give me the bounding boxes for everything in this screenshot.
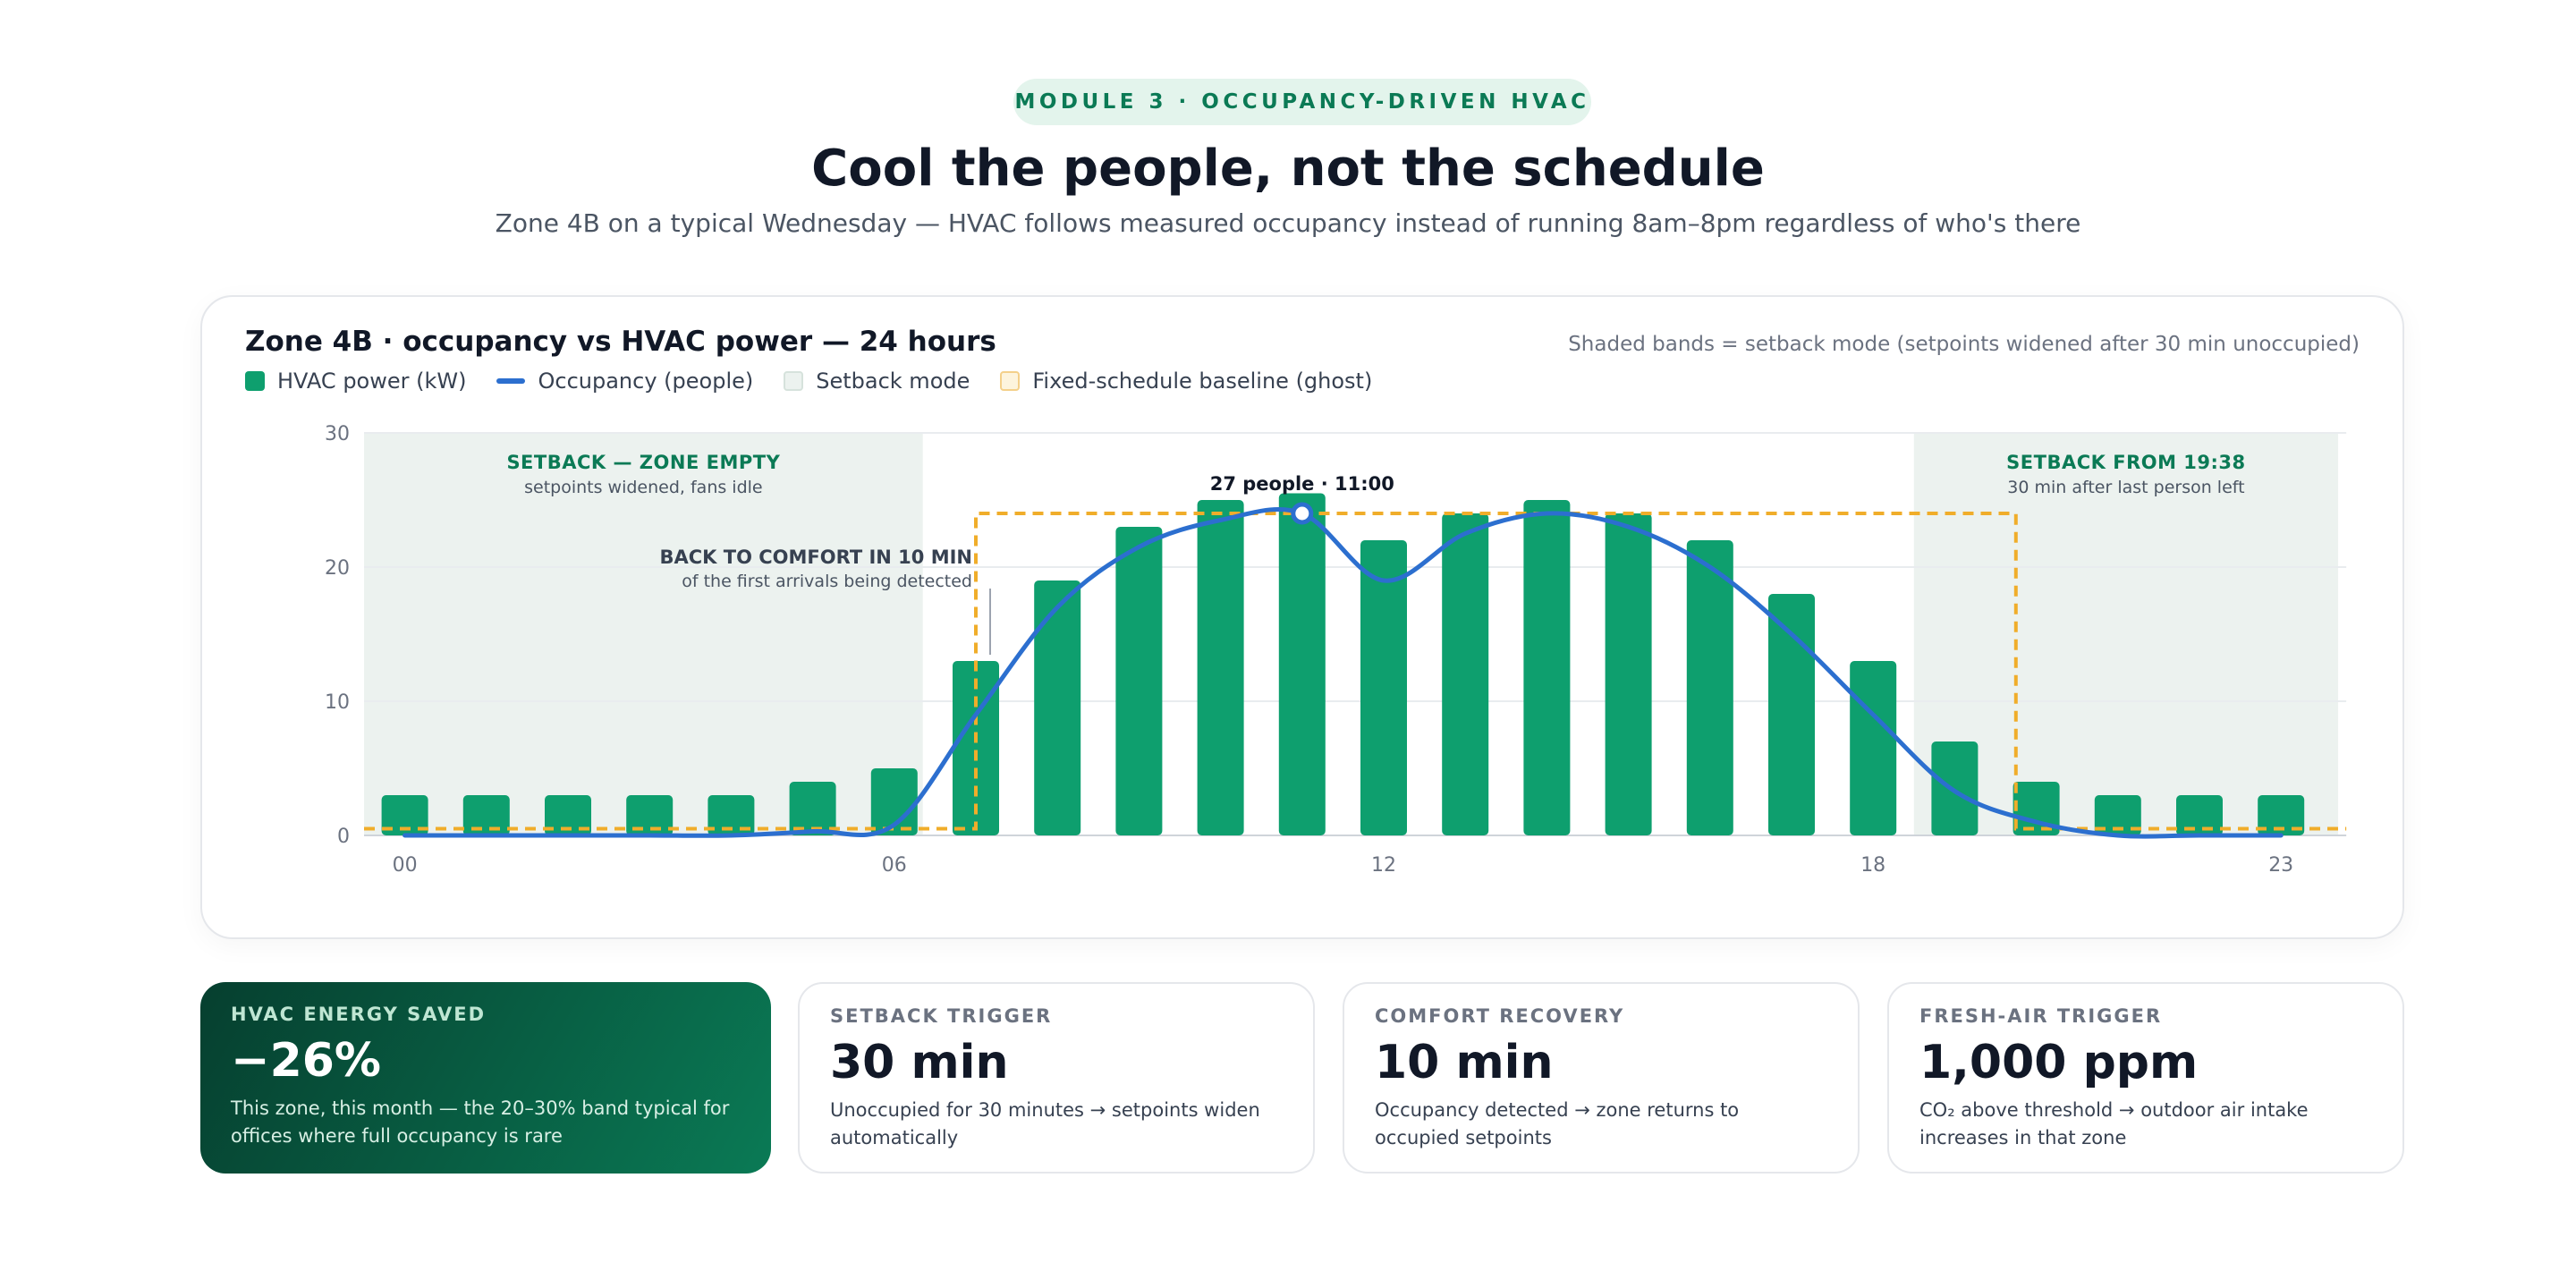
kpi-description: This zone, this month — the 20–30% band …	[231, 1097, 730, 1147]
y-tick-label: 20	[325, 557, 350, 580]
kpi-card-energy-saved: HVAC ENERGY SAVED −26% This zone, this m…	[200, 982, 771, 1174]
hvac-bar	[1115, 527, 1163, 835]
chart-plot: 0 10 20 30 00 06 12 18 23 27 people · 11:00 SETBAC…	[325, 423, 2347, 877]
x-tick-label: 18	[1860, 854, 1885, 877]
hvac-bar	[1034, 580, 1081, 835]
setback-left-title: SETBACK — ZONE EMPTY	[506, 452, 780, 473]
legend-item-occupancy: Occupancy (people)	[496, 369, 753, 394]
hvac-bar	[789, 782, 836, 835]
legend-item-setback: Setback mode	[784, 369, 970, 394]
page-title: Cool the people, not the schedule	[811, 140, 1765, 198]
y-tick-label: 10	[325, 691, 350, 714]
hvac-bar	[626, 795, 674, 835]
setback-right-title: SETBACK FROM 19:38	[2006, 452, 2245, 473]
kpi-label: FRESH-AIR TRIGGER	[1919, 1005, 2163, 1027]
legend-item-hvac: HVAC power (kW)	[245, 369, 466, 394]
chart-note: Shaded bands = setback mode (setpoints w…	[1568, 333, 2360, 356]
baseline-schedule-line	[364, 512, 2347, 831]
kpi-label: HVAC ENERGY SAVED	[231, 1004, 487, 1025]
hvac-bar	[1197, 500, 1244, 835]
kpi-description: Unoccupied for 30 minutes → setpoints wi…	[830, 1099, 1260, 1148]
legend-item-baseline: Fixed-schedule baseline (ghost)	[1000, 369, 1372, 394]
chart-card: Zone 4B · occupancy vs HVAC power — 24 h…	[200, 295, 2404, 939]
kpi-value: −26%	[231, 1034, 382, 1088]
kpi-value: 30 min	[830, 1036, 1009, 1089]
kpi-description: CO₂ above threshold → outdoor air intake…	[1919, 1099, 2309, 1148]
hvac-bar	[381, 795, 428, 835]
kpi-value: 10 min	[1375, 1036, 1554, 1089]
hvac-bar	[1686, 540, 1733, 835]
hvac-bar	[2094, 795, 2141, 835]
hvac-bar	[2258, 795, 2305, 835]
setback-band	[364, 433, 923, 835]
kpi-description: Occupancy detected → zone returns to occ…	[1375, 1099, 1740, 1148]
hvac-bar	[2176, 795, 2223, 835]
hvac-bar	[2012, 782, 2060, 835]
hvac-bar	[708, 795, 755, 835]
setback-left-subtitle: setpoints widened, fans idle	[524, 478, 763, 497]
x-tick-label: 00	[393, 854, 418, 877]
hvac-bar	[1360, 540, 1407, 835]
page-subtitle: Zone 4B on a typical Wednesday — HVAC fo…	[495, 208, 2081, 238]
legend-label: Setback mode	[816, 369, 970, 394]
legend-label: Fixed-schedule baseline (ghost)	[1032, 369, 1373, 394]
kpi-card-setback-trigger: SETBACK TRIGGER 30 min Unoccupied for 30…	[798, 982, 1315, 1174]
hvac-bar	[870, 768, 918, 835]
chart-title: Zone 4B · occupancy vs HVAC power — 24 h…	[245, 326, 996, 358]
kpi-card-fresh-air: FRESH-AIR TRIGGER 1,000 ppm CO₂ above th…	[1887, 982, 2404, 1174]
legend-swatch-setback	[784, 371, 804, 391]
y-tick-label: 30	[325, 423, 350, 445]
setback-band	[1913, 433, 2339, 835]
y-tick-label: 0	[337, 826, 350, 848]
occupancy-line	[402, 506, 2284, 839]
hvac-bar	[953, 661, 999, 835]
hvac-bar	[1605, 513, 1652, 835]
x-tick-label: 12	[1371, 854, 1396, 877]
kpi-label: SETBACK TRIGGER	[830, 1005, 1053, 1027]
legend-swatch-baseline	[1000, 371, 1021, 391]
setback-right-subtitle: 30 min after last person left	[2007, 478, 2244, 497]
kpi-label: COMFORT RECOVERY	[1375, 1005, 1625, 1027]
hvac-bar	[1850, 661, 1897, 835]
comfort-annotation-subtitle: of the first arrivals being detected	[682, 572, 972, 591]
legend-label: HVAC power (kW)	[277, 369, 467, 394]
hvac-bar	[462, 795, 510, 835]
hvac-bar	[1523, 500, 1571, 835]
hvac-bar	[1768, 594, 1815, 835]
x-tick-label: 23	[2268, 854, 2293, 877]
legend-swatch-line	[496, 378, 526, 384]
legend-swatch-bar	[245, 371, 265, 391]
comfort-annotation-title: BACK TO COMFORT IN 10 MIN	[660, 547, 972, 568]
hvac-bar	[1278, 493, 1326, 835]
legend-label: Occupancy (people)	[538, 369, 754, 394]
chart-legend: HVAC power (kW) Occupancy (people) Setba…	[245, 369, 1372, 394]
kpi-card-comfort-recovery: COMFORT RECOVERY 10 min Occupancy detect…	[1343, 982, 1860, 1174]
kpi-value: 1,000 ppm	[1919, 1036, 2199, 1089]
peak-marker	[1291, 502, 1314, 525]
hvac-bar	[1442, 513, 1489, 835]
x-tick-label: 06	[882, 854, 907, 877]
peak-label: 27 people · 11:00	[1210, 473, 1394, 495]
hvac-bar	[545, 795, 591, 835]
module-badge: MODULE 3 · OCCUPANCY-DRIVEN HVAC	[1013, 79, 1591, 125]
